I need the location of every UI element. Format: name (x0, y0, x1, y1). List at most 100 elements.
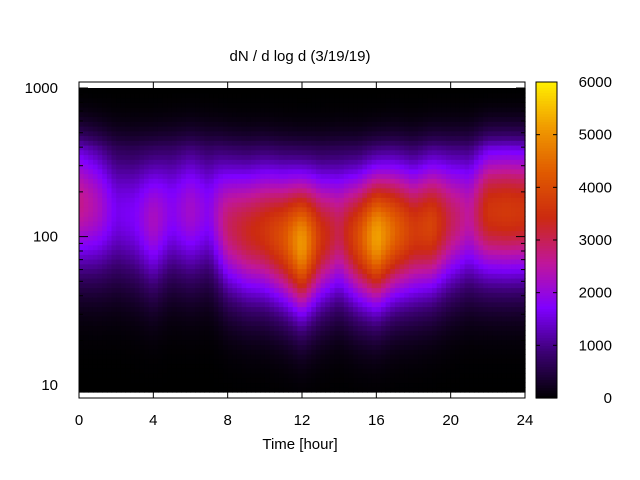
heatmap-cell (250, 130, 257, 137)
heatmap-cell (167, 273, 173, 279)
heatmap-cell (371, 225, 377, 232)
heatmap-cell (380, 363, 387, 369)
heatmap-cell (148, 330, 154, 336)
heatmap-cell (92, 297, 99, 303)
heatmap-cell (171, 126, 178, 132)
heatmap-cell (315, 116, 322, 122)
heatmap-cell (79, 325, 85, 331)
heatmap-cell (329, 197, 336, 203)
heatmap-cell (394, 102, 401, 108)
heatmap-cell (390, 164, 396, 170)
heatmap-cell (195, 240, 201, 246)
heatmap-cell (371, 263, 377, 270)
heatmap-cell (422, 268, 429, 274)
heatmap-cell (185, 287, 192, 293)
heatmap-cell (260, 273, 266, 279)
heatmap-cell (432, 130, 438, 137)
heatmap-cell (278, 135, 285, 141)
heatmap-cell (274, 88, 280, 94)
heatmap-cell (213, 206, 219, 213)
heatmap-cell (250, 149, 257, 156)
heatmap-cell (325, 382, 331, 388)
heatmap-cell (250, 292, 257, 298)
heatmap-cell (176, 235, 182, 241)
heatmap-cell (325, 216, 331, 222)
heatmap-cell (153, 102, 159, 108)
heatmap-cell (148, 154, 154, 160)
heatmap-cell (302, 159, 308, 165)
heatmap-cell (422, 164, 429, 170)
heatmap-cell (157, 354, 164, 360)
heatmap-cell (227, 358, 233, 365)
heatmap-cell (390, 377, 396, 384)
heatmap-cell (362, 335, 368, 341)
heatmap-cell (306, 92, 312, 99)
heatmap-cell (432, 273, 438, 279)
heatmap-cell (195, 335, 201, 341)
heatmap-cell (167, 297, 173, 303)
heatmap-cell (246, 202, 252, 208)
heatmap-cell (339, 187, 345, 194)
heatmap-cell (260, 339, 266, 346)
heatmap-cell (134, 268, 140, 274)
heatmap-cell (325, 263, 331, 270)
heatmap-cell (246, 121, 252, 127)
heatmap-cell (190, 178, 196, 184)
heatmap-cell (88, 187, 94, 194)
heatmap-cell (418, 135, 424, 141)
heatmap-cell (436, 349, 442, 355)
heatmap-cell (339, 349, 345, 355)
heatmap-cell (385, 225, 391, 232)
heatmap-cell (302, 154, 308, 160)
heatmap-cell (260, 377, 266, 384)
heatmap-cell (408, 311, 415, 317)
heatmap-cell (176, 116, 182, 122)
heatmap-cell (195, 278, 201, 284)
heatmap-cell (264, 206, 271, 213)
heatmap-cell (79, 354, 85, 360)
heatmap-cell (106, 126, 113, 132)
heatmap-cell (348, 230, 354, 236)
heatmap-cell (185, 387, 192, 393)
heatmap-cell (427, 320, 433, 327)
heatmap-cell (315, 320, 322, 327)
heatmap-cell (223, 244, 229, 251)
heatmap-cell (246, 192, 252, 198)
heatmap-cell (185, 358, 192, 365)
heatmap-cell (223, 168, 229, 175)
heatmap-cell (125, 377, 131, 384)
heatmap-cell (390, 339, 396, 346)
heatmap-cell (111, 206, 117, 213)
heatmap-cell (250, 221, 257, 227)
heatmap-cell (320, 168, 326, 175)
heatmap-cell (157, 292, 164, 298)
heatmap-cell (232, 363, 238, 369)
heatmap-cell (88, 202, 94, 208)
heatmap-cell (339, 92, 345, 99)
heatmap-cell (329, 311, 336, 317)
heatmap-cell (422, 349, 429, 355)
heatmap-cell (213, 235, 219, 241)
heatmap-cell (399, 387, 405, 393)
heatmap-cell (288, 330, 294, 336)
heatmap-cell (408, 149, 415, 156)
heatmap-cell (353, 249, 359, 255)
heatmap-cell (218, 358, 224, 365)
heatmap-cell (120, 126, 127, 132)
heatmap-cell (325, 202, 331, 208)
heatmap-cell (408, 297, 415, 303)
heatmap-cell (213, 221, 219, 227)
heatmap-cell (306, 382, 312, 388)
heatmap-cell (283, 301, 289, 308)
heatmap-cell (348, 145, 354, 151)
heatmap-cell (371, 145, 377, 151)
heatmap-cell (134, 297, 140, 303)
heatmap-cell (79, 240, 85, 246)
heatmap-cell (302, 97, 308, 103)
heatmap-cell (362, 178, 368, 184)
heatmap-cell (195, 178, 201, 184)
heatmap-cell (241, 121, 247, 127)
heatmap-cell (413, 235, 419, 241)
heatmap-cell (274, 202, 280, 208)
heatmap-cell (153, 111, 159, 118)
